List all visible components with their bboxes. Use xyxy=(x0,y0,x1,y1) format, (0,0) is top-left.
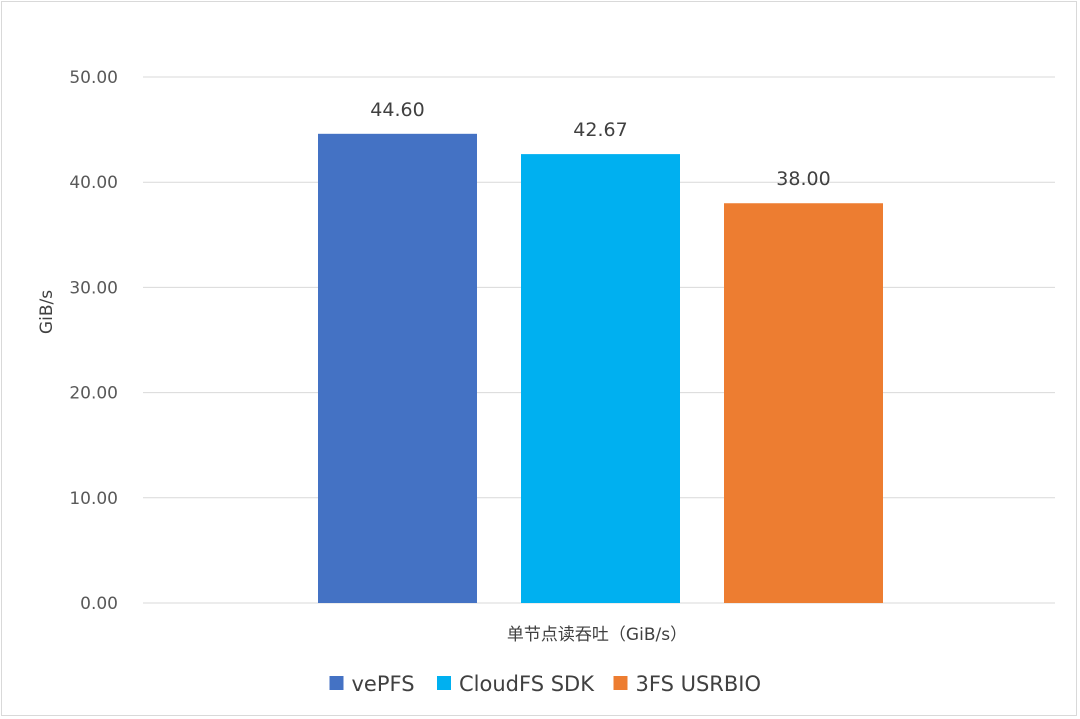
legend-swatch xyxy=(329,676,344,690)
data-labels: 44.60 42.67 38.00 xyxy=(370,99,830,190)
y-axis-title: GiB/s xyxy=(37,290,57,334)
y-tick-label: 40.00 xyxy=(69,173,118,193)
data-label: 44.60 xyxy=(370,99,424,121)
y-tick-label: 30.00 xyxy=(69,278,118,298)
y-tick-label: 20.00 xyxy=(69,384,118,404)
legend-entry: vePFS xyxy=(352,672,415,696)
bar-3fs-usrbio xyxy=(724,203,883,604)
y-tick-label: 10.00 xyxy=(69,489,118,509)
bars xyxy=(318,133,883,604)
legend-swatch xyxy=(613,676,628,690)
legend-entry: 3FS USRBIO xyxy=(636,672,762,696)
data-label: 38.00 xyxy=(776,168,830,190)
y-tick-label: 0.00 xyxy=(80,594,118,614)
y-tick-label: 50.00 xyxy=(69,68,118,88)
legend-entry: CloudFS SDK xyxy=(459,672,595,696)
x-axis-title: 单节点读吞吐（GiB/s） xyxy=(507,625,687,645)
data-label: 42.67 xyxy=(573,119,627,141)
bar-vepfs xyxy=(318,133,477,604)
legend-swatch xyxy=(437,676,451,690)
bar-cloudfs-sdk xyxy=(521,154,680,603)
y-tick-labels: 0.00 10.00 20.00 30.00 40.00 50.00 xyxy=(69,68,118,614)
legend: vePFS CloudFS SDK 3FS USRBIO xyxy=(329,672,762,696)
